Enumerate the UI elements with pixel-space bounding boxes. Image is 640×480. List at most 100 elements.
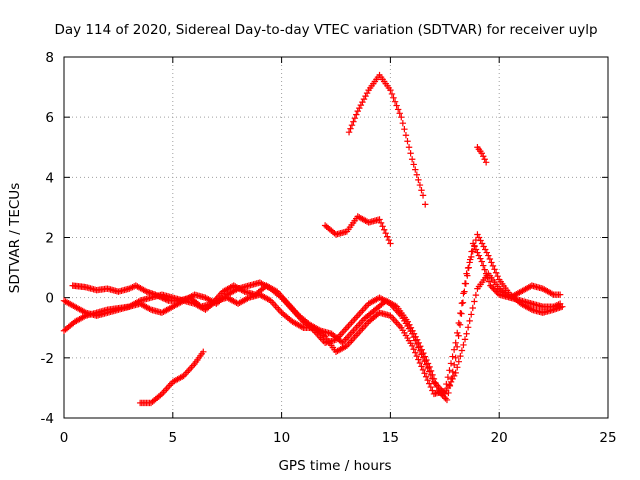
data-point — [424, 376, 431, 384]
data-point — [556, 291, 564, 298]
data-point — [469, 248, 476, 255]
data-point — [494, 272, 501, 280]
data-point — [559, 303, 566, 310]
data-point — [394, 106, 402, 113]
data-point — [453, 343, 461, 351]
data-point — [356, 104, 363, 112]
x-tick-label: 20 — [491, 430, 508, 446]
y-axis-ticks: -4 -2 0 2 4 6 8 — [41, 50, 608, 427]
data-point — [486, 255, 494, 263]
data-point — [396, 110, 403, 117]
data-point — [485, 278, 493, 285]
data-point — [477, 255, 484, 262]
data-point — [153, 292, 161, 299]
data-point — [446, 367, 453, 374]
data-point — [474, 231, 481, 238]
data-point — [379, 223, 386, 230]
data-point — [469, 304, 476, 312]
data-point — [418, 346, 425, 353]
data-point — [415, 356, 422, 363]
data-point — [422, 373, 430, 380]
data-point — [457, 309, 464, 317]
chart-title: Day 114 of 2020, Sidereal Day-to-day VTE… — [54, 22, 597, 38]
data-point — [449, 353, 456, 360]
x-tick-label: 0 — [60, 430, 69, 446]
y-tick-label: 2 — [45, 231, 54, 247]
data-point — [353, 111, 360, 118]
data-point — [382, 230, 389, 237]
data-point — [417, 343, 424, 350]
data-point — [402, 132, 410, 139]
data-point — [415, 339, 422, 346]
data-point — [491, 266, 498, 273]
data-point — [354, 107, 361, 115]
x-tick-label: 10 — [273, 430, 290, 446]
data-point — [433, 383, 441, 391]
data-point — [472, 246, 480, 253]
data-point — [423, 356, 430, 364]
data-point — [452, 354, 459, 362]
data-point — [482, 270, 490, 277]
y-tick-label: 4 — [45, 170, 54, 186]
data-point — [419, 366, 427, 374]
data-point — [412, 166, 419, 173]
data-point — [345, 129, 353, 136]
data-point — [489, 262, 497, 270]
y-tick-label: 8 — [45, 50, 54, 66]
y-tick-label: -4 — [41, 411, 54, 427]
data-point — [419, 192, 427, 199]
data-point — [450, 346, 458, 353]
data-point — [347, 125, 354, 132]
data-point — [420, 349, 427, 357]
data-point — [491, 286, 499, 294]
data-point — [452, 339, 459, 346]
data-point — [377, 219, 385, 227]
data-point — [413, 171, 421, 178]
data-point — [471, 242, 478, 249]
data-point — [458, 300, 466, 307]
data-point — [160, 295, 168, 302]
data-point — [493, 288, 500, 295]
data-point — [410, 346, 417, 353]
data-point — [454, 329, 461, 337]
data-point — [466, 259, 473, 266]
x-tick-label: 25 — [599, 430, 616, 446]
data-point — [156, 293, 163, 300]
series-s7 — [474, 144, 490, 166]
data-point — [484, 274, 491, 281]
data-point — [155, 292, 162, 300]
data-point — [391, 98, 399, 105]
data-point — [200, 348, 207, 356]
x-axis-ticks: 0 5 10 15 20 25 — [60, 57, 617, 446]
data-point — [359, 98, 366, 106]
data-point — [393, 102, 400, 109]
data-point — [461, 280, 469, 287]
data-point — [408, 156, 416, 163]
data-point — [447, 360, 455, 367]
data-point — [488, 283, 496, 291]
series-s1 — [60, 270, 564, 398]
data-point — [440, 393, 448, 401]
data-point — [388, 90, 396, 98]
data-point — [408, 342, 416, 349]
data-point — [460, 341, 467, 349]
data-point — [390, 94, 397, 102]
data-point — [458, 347, 466, 354]
data-point — [398, 113, 405, 121]
data-point — [471, 298, 478, 305]
data-point — [478, 150, 485, 157]
data-point — [455, 358, 462, 365]
data-point — [478, 258, 485, 265]
data-point — [401, 126, 408, 133]
data-point — [463, 270, 470, 277]
data-point — [407, 150, 414, 157]
data-point — [475, 252, 483, 259]
x-tick-label: 15 — [382, 430, 399, 446]
data-point — [455, 319, 462, 327]
data-point — [448, 375, 455, 383]
data-point — [464, 264, 472, 272]
data-point — [350, 118, 357, 125]
data-point — [481, 266, 488, 273]
data-point — [410, 161, 417, 168]
data-point — [445, 389, 452, 397]
